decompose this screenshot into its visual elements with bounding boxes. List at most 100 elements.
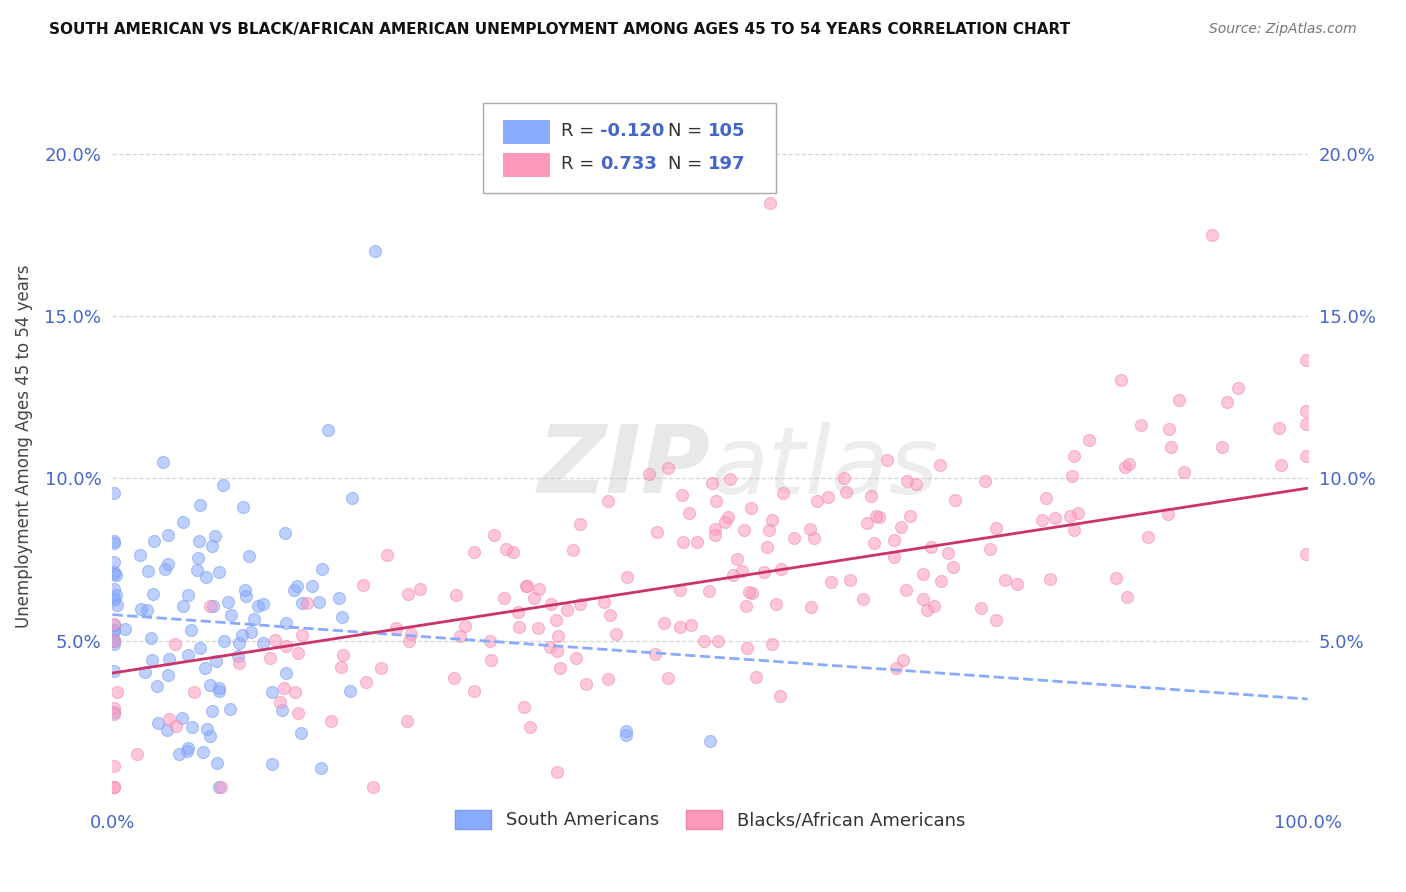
Point: [143, 534, 166, 549]
Point: [479, 653, 502, 667]
Point: [765, 597, 787, 611]
Point: [598, 493, 620, 508]
Point: [232, 500, 254, 514]
Point: [868, 509, 890, 524]
Point: [103, 623, 125, 637]
Point: [217, 595, 239, 609]
Point: [103, 534, 125, 549]
Point: [209, 780, 232, 794]
Point: [309, 761, 332, 775]
Point: [800, 599, 823, 614]
Point: [291, 596, 314, 610]
Point: [284, 684, 307, 698]
Point: [896, 474, 918, 488]
Point: [103, 555, 125, 569]
Point: [283, 583, 305, 598]
Point: [741, 585, 763, 599]
Point: [575, 677, 598, 691]
Point: [678, 507, 700, 521]
Point: [328, 591, 350, 605]
Point: [398, 633, 420, 648]
Point: [718, 472, 741, 486]
Point: [301, 579, 323, 593]
Point: [252, 636, 274, 650]
Point: [1295, 404, 1317, 418]
Point: [672, 535, 695, 549]
Point: [616, 724, 638, 739]
Point: [911, 566, 934, 581]
Point: [219, 607, 242, 622]
Point: [252, 597, 274, 611]
Point: [316, 423, 339, 437]
Point: [1078, 433, 1101, 447]
Point: [103, 485, 125, 500]
Point: [890, 520, 912, 534]
Point: [308, 595, 330, 609]
Point: [198, 729, 221, 743]
Point: [657, 671, 679, 685]
Point: [920, 540, 942, 554]
Point: [717, 509, 740, 524]
Point: [519, 720, 541, 734]
Point: [546, 644, 568, 658]
Point: [508, 620, 530, 634]
Point: [396, 714, 419, 729]
Point: [502, 545, 524, 559]
Point: [1115, 590, 1137, 604]
Point: [177, 648, 200, 662]
Point: [103, 617, 125, 632]
Point: [228, 635, 250, 649]
Point: [929, 574, 952, 589]
Point: [644, 647, 666, 661]
Point: [165, 637, 187, 651]
Point: [516, 579, 538, 593]
Point: [865, 508, 887, 523]
Point: [340, 491, 363, 506]
Point: [699, 734, 721, 748]
Point: [782, 531, 804, 545]
Point: [103, 759, 125, 773]
Point: [936, 546, 959, 560]
Point: [540, 597, 562, 611]
Point: [201, 599, 224, 613]
Point: [194, 661, 217, 675]
Point: [208, 681, 231, 695]
Point: [188, 498, 211, 512]
Point: [219, 702, 242, 716]
Point: [195, 723, 218, 737]
Point: [835, 485, 858, 500]
Point: [569, 597, 592, 611]
Point: [260, 757, 283, 772]
Point: [262, 685, 284, 699]
Point: [884, 660, 907, 674]
Text: SOUTH AMERICAN VS BLACK/AFRICAN AMERICAN UNEMPLOYMENT AMONG AGES 45 TO 54 YEARS : SOUTH AMERICAN VS BLACK/AFRICAN AMERICAN…: [49, 22, 1070, 37]
Point: [523, 591, 546, 606]
Point: [290, 726, 312, 740]
Point: [492, 591, 515, 606]
Point: [208, 684, 231, 698]
Point: [817, 491, 839, 505]
Point: [231, 628, 253, 642]
Point: [772, 485, 794, 500]
Point: [721, 568, 744, 582]
Point: [332, 648, 354, 663]
Point: [922, 599, 945, 613]
Point: [167, 747, 190, 762]
Point: [506, 606, 529, 620]
Point: [1226, 380, 1249, 394]
FancyBboxPatch shape: [503, 153, 548, 176]
Point: [103, 706, 125, 721]
Point: [246, 599, 269, 614]
Point: [172, 515, 194, 529]
Point: [1031, 513, 1053, 527]
Point: [138, 564, 160, 578]
Point: [181, 720, 204, 734]
Point: [755, 541, 778, 555]
Point: [616, 570, 638, 584]
Point: [1059, 509, 1081, 524]
Point: [103, 567, 125, 582]
Point: [945, 492, 967, 507]
Point: [555, 603, 578, 617]
Point: [1137, 530, 1160, 544]
Point: [352, 578, 374, 592]
